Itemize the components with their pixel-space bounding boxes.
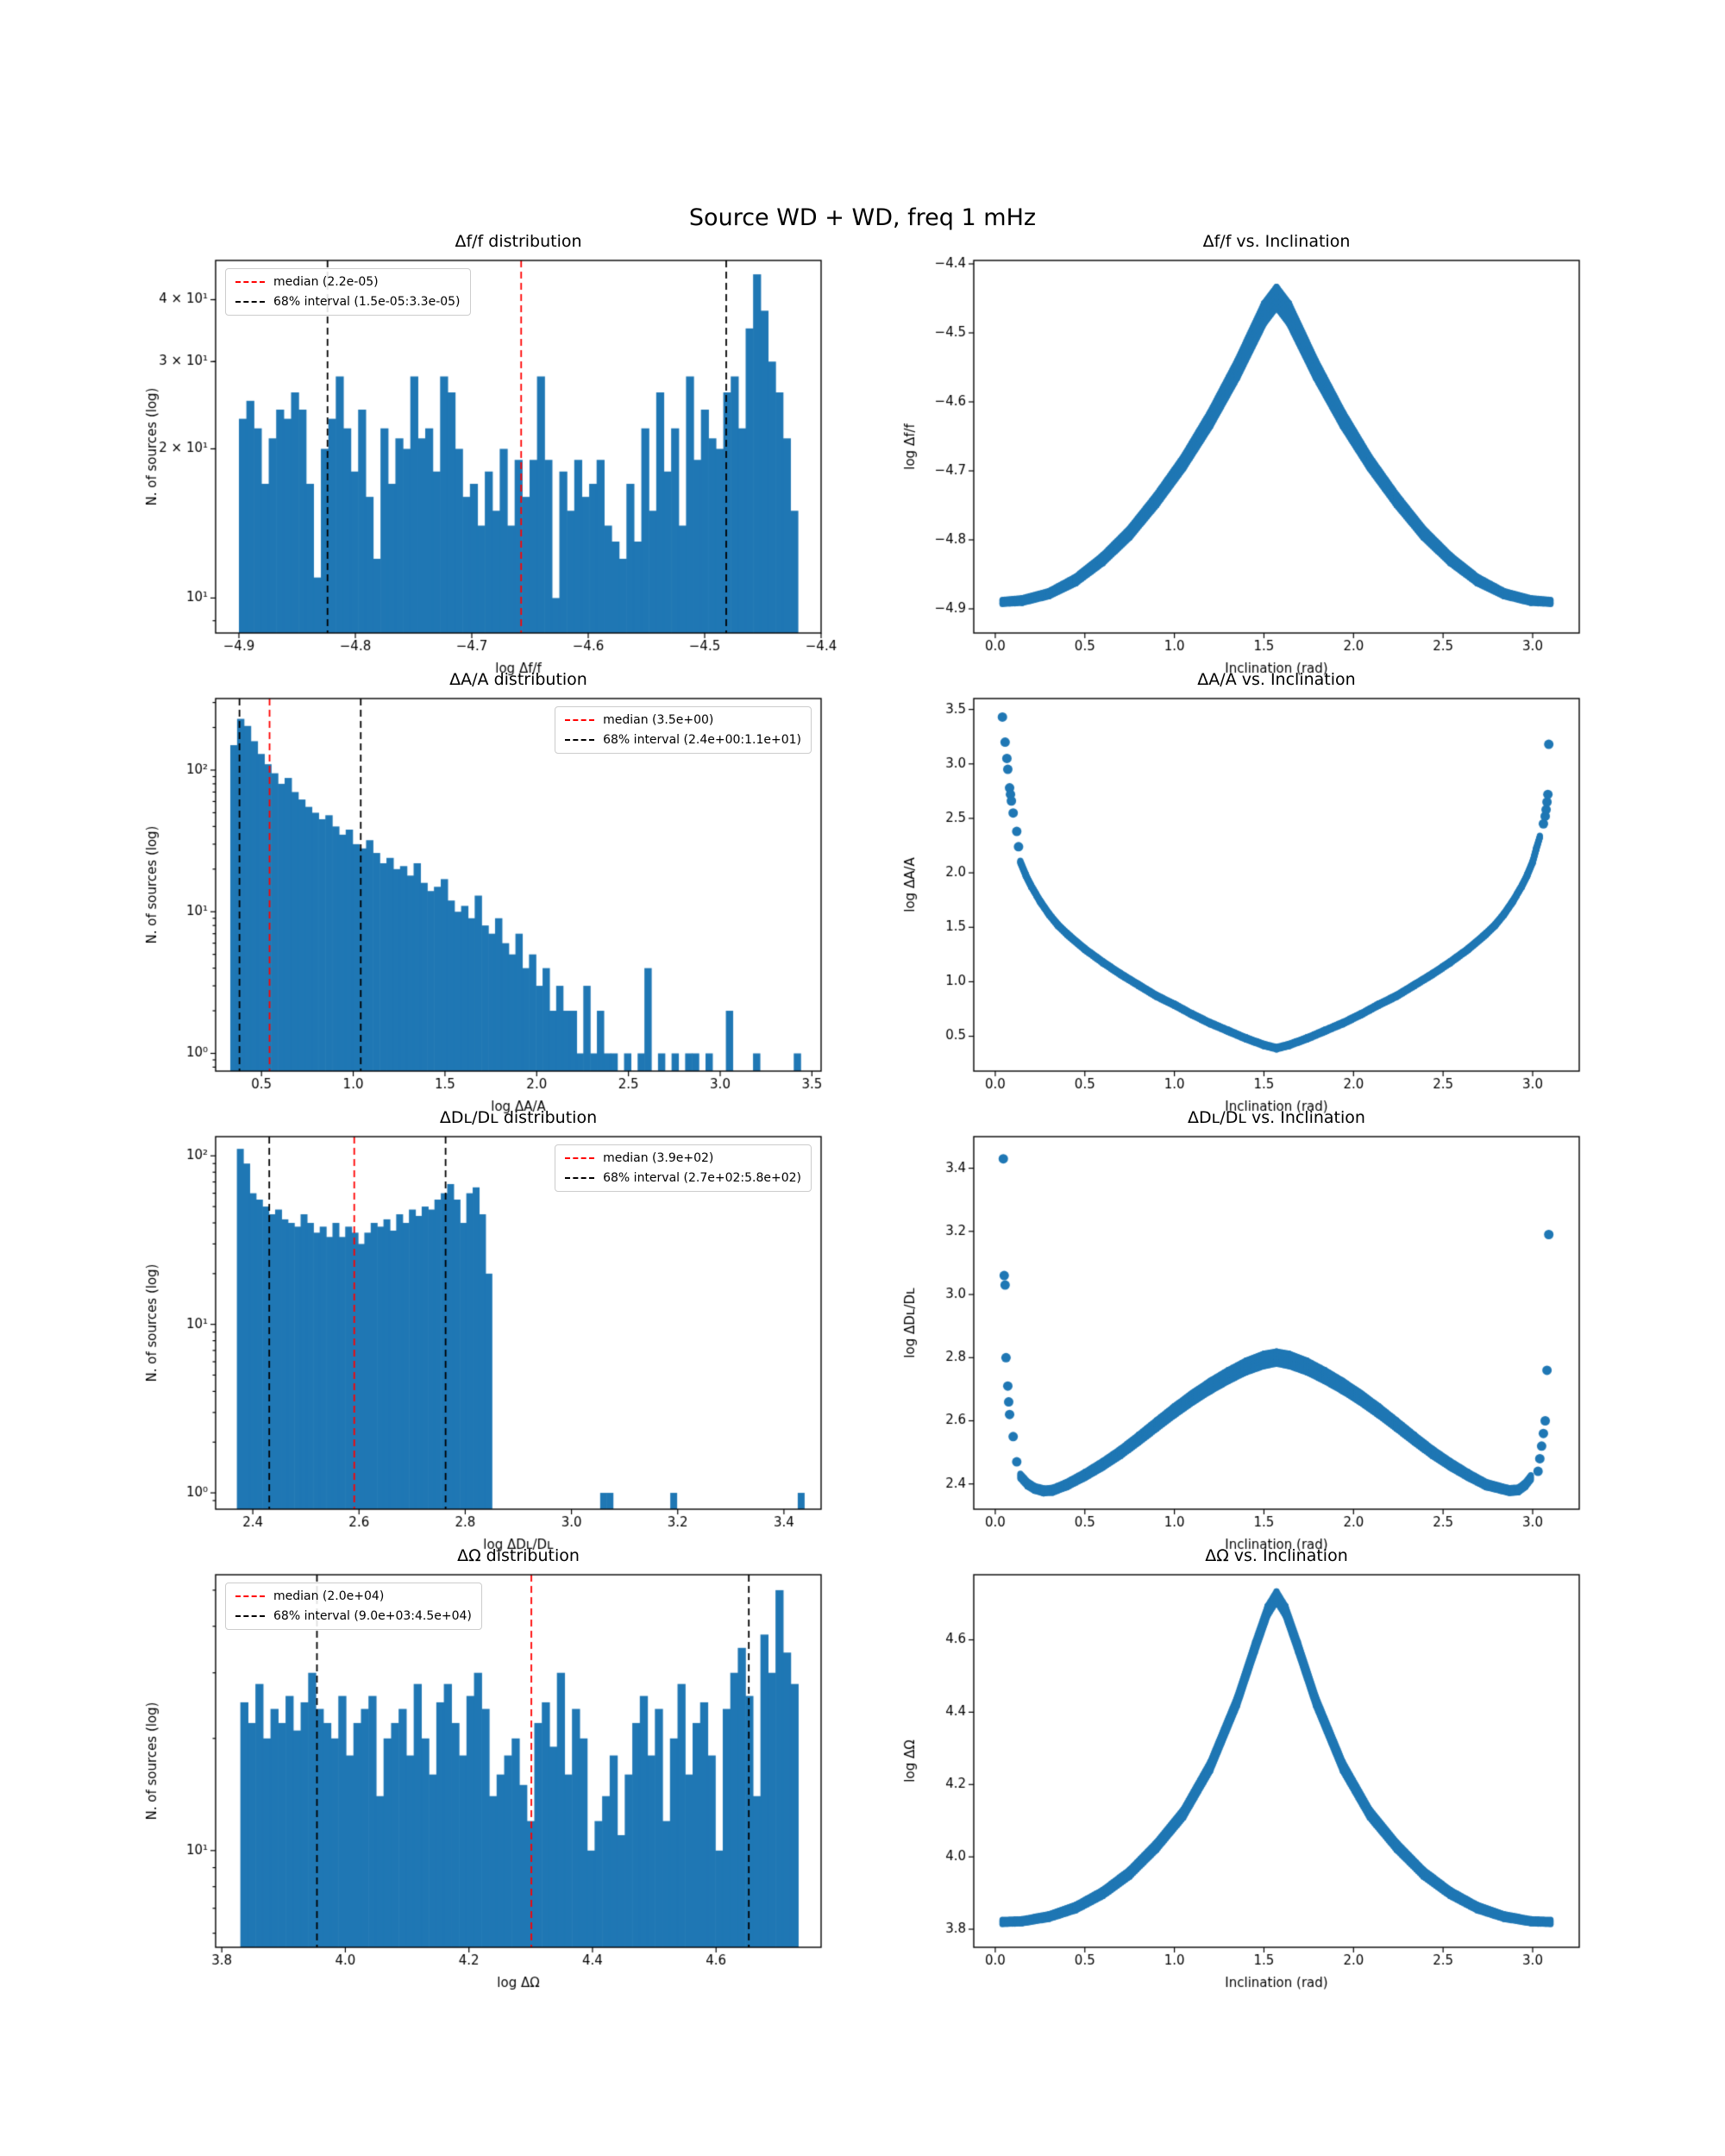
subplot-ddl-distribution: ΔDʟ/Dʟ distribution median (3.9e+02) 68%… [134,1108,843,1570]
median-dashed-line-icon [235,1595,265,1597]
subplot-ddl-vs-inclination: ΔDʟ/Dʟ vs. Inclination [892,1108,1601,1570]
plot-title-domega-vs-inclination: ΔΩ vs. Inclination [1205,1546,1348,1565]
interval-label: 68% interval (1.5e-05:3.3e-05) [273,295,461,309]
median-dashed-line-icon [565,719,595,721]
legend-domega: median (2.0e+04) 68% interval (9.0e+03:4… [225,1583,482,1630]
plot-title-domega-distribution: ΔΩ distribution [457,1546,580,1565]
domega-vs-inclination-canvas [892,1562,1601,2008]
legend-daa: median (3.5e+00) 68% interval (2.4e+00:1… [555,706,812,754]
interval-label: 68% interval (2.4e+00:1.1e+01) [603,733,801,747]
interval-dashed-line-icon [565,739,595,741]
interval-label: 68% interval (2.7e+02:5.8e+02) [603,1171,801,1185]
interval-dashed-line-icon [235,1615,265,1617]
dff-distribution-canvas [134,248,843,693]
median-dashed-line-icon [235,281,265,283]
legend-ddl: median (3.9e+02) 68% interval (2.7e+02:5… [555,1144,812,1192]
subplot-dff-vs-inclination: Δf/f vs. Inclination [892,232,1601,693]
interval-dashed-line-icon [235,301,265,303]
median-label: median (3.5e+00) [603,713,714,727]
plot-title-daa-vs-inclination: ΔA/A vs. Inclination [1197,670,1356,689]
legend-item-median: median (3.9e+02) [565,1151,801,1165]
median-label: median (2.2e-05) [273,275,379,289]
legend-dff: median (2.2e-05) 68% interval (1.5e-05:3… [225,268,471,316]
plot-title-dff-vs-inclination: Δf/f vs. Inclination [1202,232,1351,251]
subplot-domega-vs-inclination: ΔΩ vs. Inclination [892,1546,1601,2008]
plot-title-daa-distribution: ΔA/A distribution [449,670,587,689]
subplot-domega-distribution: ΔΩ distribution median (2.0e+04) 68% int… [134,1546,843,2008]
daa-distribution-canvas [134,686,843,1131]
median-label: median (2.0e+04) [273,1589,385,1603]
legend-item-median: median (2.2e-05) [235,275,461,289]
ddl-distribution-canvas [134,1124,843,1570]
subplot-dff-distribution: Δf/f distribution median (2.2e-05) 68% i… [134,232,843,693]
dff-vs-inclination-canvas [892,248,1601,693]
legend-item-median: median (2.0e+04) [235,1589,472,1603]
ddl-vs-inclination-canvas [892,1124,1601,1570]
legend-item-interval: 68% interval (2.7e+02:5.8e+02) [565,1171,801,1185]
median-dashed-line-icon [565,1157,595,1159]
interval-label: 68% interval (9.0e+03:4.5e+04) [273,1609,472,1623]
figure-title: Source WD + WD, freq 1 mHz [688,204,1037,231]
subplot-daa-vs-inclination: ΔA/A vs. Inclination [892,670,1601,1131]
subplot-daa-distribution: ΔA/A distribution median (3.5e+00) 68% i… [134,670,843,1131]
interval-dashed-line-icon [565,1177,595,1179]
median-label: median (3.9e+02) [603,1151,714,1165]
daa-vs-inclination-canvas [892,686,1601,1131]
plot-title-ddl-vs-inclination: ΔDʟ/Dʟ vs. Inclination [1188,1108,1365,1127]
domega-distribution-canvas [134,1562,843,2008]
legend-item-interval: 68% interval (1.5e-05:3.3e-05) [235,295,461,309]
legend-item-median: median (3.5e+00) [565,713,801,727]
plot-title-ddl-distribution: ΔDʟ/Dʟ distribution [439,1108,598,1127]
legend-item-interval: 68% interval (2.4e+00:1.1e+01) [565,733,801,747]
plot-title-dff-distribution: Δf/f distribution [455,232,582,251]
legend-item-interval: 68% interval (9.0e+03:4.5e+04) [235,1609,472,1623]
